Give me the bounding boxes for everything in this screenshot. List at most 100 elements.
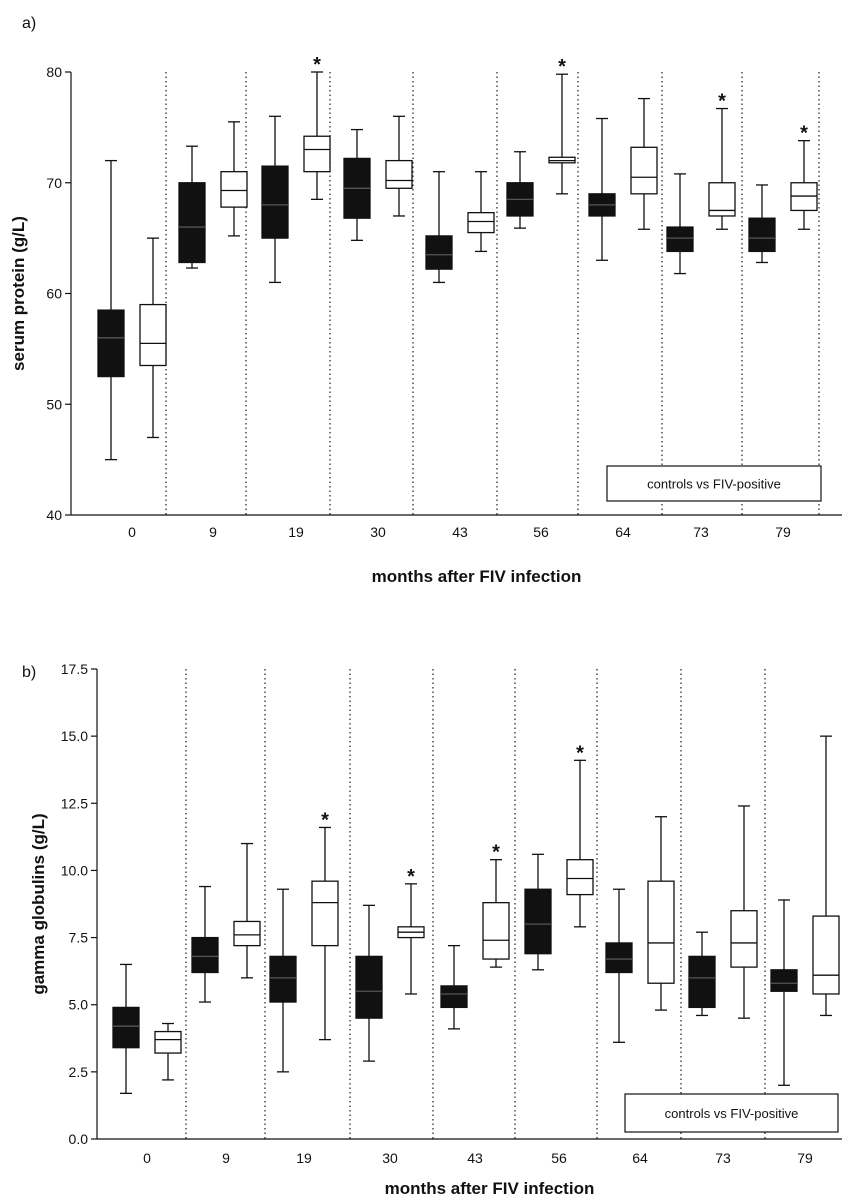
iqr-box — [730, 910, 758, 968]
iqr-box — [139, 303, 167, 367]
box-controls-month-0 — [112, 963, 140, 1094]
iqr-box — [355, 955, 383, 1019]
x-tick-label: 0 — [143, 1150, 151, 1166]
significance-marker: * — [407, 866, 415, 888]
iqr-box — [605, 942, 633, 974]
significance-marker: * — [492, 842, 500, 864]
legend-box — [606, 465, 822, 502]
box-fiv-positive-month-73 — [730, 805, 758, 1019]
x-tick-label: 19 — [288, 524, 304, 540]
legend-text: controls vs FIV-positive — [647, 477, 781, 492]
iqr-box — [630, 146, 658, 195]
x-tick-label: 9 — [209, 524, 217, 540]
legend: controls vs FIV-positive — [624, 1093, 839, 1133]
iqr-box — [440, 985, 468, 1009]
y-tick-label: 2.5 — [69, 1064, 89, 1080]
iqr-box — [191, 936, 219, 974]
y-tick-label: 60 — [46, 286, 62, 302]
box-fiv-positive-month-43 — [467, 171, 495, 253]
box-controls-month-64 — [588, 117, 616, 261]
x-tick-label: 64 — [632, 1150, 648, 1166]
iqr-box — [770, 969, 798, 992]
iqr-box — [385, 159, 413, 189]
iqr-box — [647, 880, 675, 984]
significance-marker: * — [313, 54, 321, 76]
box-fiv-positive-month-30 — [397, 883, 425, 995]
iqr-box — [311, 880, 339, 947]
box-fiv-positive-month-79 — [812, 735, 840, 1017]
iqr-box — [261, 165, 289, 239]
y-tick-label: 70 — [46, 175, 62, 191]
box-controls-month-9 — [178, 145, 206, 269]
y-tick-label: 17.5 — [61, 661, 88, 677]
x-tick-label: 43 — [452, 524, 468, 540]
x-tick-label: 9 — [222, 1150, 230, 1166]
box-fiv-positive-month-9 — [220, 121, 248, 237]
box-controls-month-30 — [343, 128, 371, 241]
x-tick-label: 30 — [382, 1150, 398, 1166]
box-controls-month-9 — [191, 885, 219, 1003]
iqr-box — [566, 859, 594, 896]
iqr-box — [688, 955, 716, 1009]
significance-marker: * — [800, 123, 808, 145]
iqr-box — [220, 171, 248, 208]
iqr-box — [97, 309, 125, 378]
y-tick-label: 80 — [46, 64, 62, 80]
legend: controls vs FIV-positive — [606, 465, 822, 502]
iqr-box — [154, 1030, 182, 1054]
box-controls-month-64 — [605, 888, 633, 1043]
legend-text: controls vs FIV-positive — [665, 1106, 799, 1121]
iqr-box — [482, 902, 510, 960]
iqr-box — [269, 955, 297, 1003]
y-tick-label: 12.5 — [61, 795, 88, 811]
box-controls-month-73 — [688, 931, 716, 1017]
y-tick-label: 5.0 — [69, 997, 89, 1013]
iqr-box — [233, 920, 261, 947]
significance-marker: * — [718, 91, 726, 113]
legend-box — [624, 1093, 839, 1133]
x-tick-label: 56 — [533, 524, 549, 540]
x-tick-label: 19 — [296, 1150, 312, 1166]
box-fiv-positive-month-19 — [311, 826, 339, 1041]
box-fiv-positive-month-30 — [385, 115, 413, 217]
box-fiv-positive-month-56 — [566, 759, 594, 928]
box-controls-month-56 — [524, 853, 552, 971]
box-controls-month-19 — [261, 115, 289, 284]
box-fiv-positive-month-73 — [708, 107, 736, 230]
panel-label: a) — [22, 15, 36, 32]
iqr-box — [467, 212, 495, 234]
box-controls-month-79 — [748, 184, 776, 264]
y-tick-label: 0.0 — [69, 1131, 89, 1147]
x-tick-label: 56 — [551, 1150, 567, 1166]
x-tick-label: 0 — [128, 524, 136, 540]
x-tick-label: 79 — [797, 1150, 813, 1166]
box-controls-month-19 — [269, 888, 297, 1073]
box-fiv-positive-month-0 — [154, 1022, 182, 1081]
box-fiv-positive-month-19 — [303, 71, 331, 201]
box-controls-month-0 — [97, 159, 125, 461]
y-tick-label: 10.0 — [61, 862, 88, 878]
iqr-box — [812, 915, 840, 995]
box-controls-month-73 — [666, 173, 694, 275]
x-tick-label: 30 — [370, 524, 386, 540]
y-tick-label: 15.0 — [61, 728, 88, 744]
box-fiv-positive-month-0 — [139, 237, 167, 439]
box-fiv-positive-month-64 — [630, 97, 658, 230]
iqr-box — [524, 888, 552, 955]
box-controls-month-56 — [506, 151, 534, 229]
iqr-box — [425, 235, 453, 270]
y-tick-label: 40 — [46, 507, 62, 523]
box-fiv-positive-month-43 — [482, 859, 510, 968]
significance-marker: * — [558, 56, 566, 78]
box-fiv-positive-month-9 — [233, 842, 261, 979]
iqr-box — [748, 217, 776, 253]
x-tick-label: 73 — [693, 524, 709, 540]
y-tick-label: 7.5 — [69, 930, 89, 946]
y-axis-title: gamma globulins (g/L) — [29, 813, 48, 994]
iqr-box — [178, 182, 206, 264]
x-tick-label: 79 — [775, 524, 791, 540]
panel-label: b) — [22, 664, 36, 681]
iqr-box — [112, 1006, 140, 1049]
box-fiv-positive-month-64 — [647, 816, 675, 1011]
